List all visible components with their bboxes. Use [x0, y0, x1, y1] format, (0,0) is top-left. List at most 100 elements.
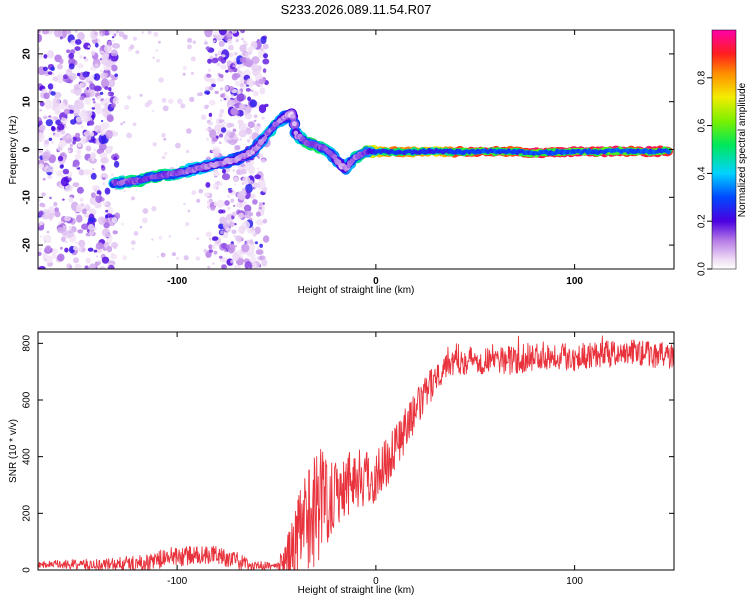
noise-speckle — [237, 119, 244, 125]
noise-speckle — [68, 225, 72, 230]
noise-speckle — [47, 174, 53, 179]
noise-speckle — [227, 206, 231, 211]
noise-speckle — [182, 66, 187, 71]
noise-speckle — [76, 63, 84, 69]
noise-speckle — [228, 44, 234, 51]
noise-speckle — [53, 30, 62, 38]
noise-speckle — [75, 39, 82, 45]
noise-speckle — [82, 71, 90, 78]
noise-speckle — [111, 242, 119, 248]
noise-speckle — [218, 141, 222, 144]
noise-speckle — [111, 64, 118, 72]
noise-speckle — [231, 211, 237, 217]
frequency-ridge — [108, 108, 673, 190]
noise-speckle — [203, 248, 208, 254]
colorbar-tick-label: 0.0 — [697, 262, 708, 276]
noise-speckle — [241, 169, 247, 175]
x-tick-label: 100 — [566, 576, 583, 587]
figure-title: S233.2026.089.11.54.R07 — [281, 2, 432, 17]
noise-speckle — [209, 117, 213, 121]
noise-speckle — [53, 201, 58, 207]
noise-speckle — [213, 31, 219, 36]
noise-speckle — [106, 114, 114, 123]
noise-speckle — [68, 63, 75, 70]
noise-speckle — [220, 93, 225, 98]
noise-speckle — [105, 146, 113, 154]
noise-speckle — [42, 155, 49, 162]
x-tick-label: 100 — [566, 276, 583, 287]
colorbar-tick-label: 0.2 — [697, 214, 708, 228]
noise-speckle — [42, 30, 49, 35]
noise-speckle — [233, 149, 237, 153]
noise-speckle — [113, 160, 120, 168]
noise-speckle — [230, 259, 235, 264]
noise-speckle — [72, 182, 80, 188]
noise-speckle — [46, 106, 50, 110]
noise-speckle — [262, 235, 270, 243]
noise-speckle — [113, 246, 117, 250]
noise-speckle — [185, 221, 190, 227]
noise-speckle — [247, 244, 256, 252]
noise-speckle — [214, 90, 219, 95]
noise-speckle — [112, 39, 115, 42]
noise-speckle — [196, 237, 200, 240]
noise-speckle — [43, 92, 50, 100]
noise-speckle — [183, 255, 189, 261]
noise-speckle — [219, 87, 224, 91]
noise-speckle — [206, 73, 212, 78]
noise-speckle — [38, 247, 42, 251]
colorbar-ticks: 0.0 0.2 0.4 0.6 0.8 — [697, 70, 712, 276]
noise-speckle — [52, 84, 56, 88]
noise-speckle — [252, 199, 258, 205]
noise-speckle — [65, 68, 73, 77]
noise-speckle — [79, 55, 83, 59]
noise-speckle — [62, 198, 65, 201]
noise-speckle — [102, 201, 107, 206]
noise-speckle — [78, 169, 85, 176]
noise-speckle — [108, 79, 115, 88]
noise-speckle — [44, 99, 53, 110]
noise-speckle — [112, 97, 120, 105]
noise-speckle — [92, 185, 100, 191]
noise-speckle — [85, 145, 92, 152]
noise-speckle — [107, 264, 115, 269]
noise-speckle — [47, 83, 54, 90]
noise-speckle — [48, 206, 55, 214]
noise-speckle — [252, 232, 257, 237]
bottom-x-ticks: -100 0 100 — [167, 332, 583, 587]
noise-speckle — [118, 31, 125, 37]
noise-speckle — [234, 183, 236, 186]
noise-speckle — [93, 85, 102, 92]
noise-speckle — [38, 54, 44, 60]
noise-speckle — [230, 107, 238, 116]
noise-speckle — [75, 116, 82, 123]
noise-speckle — [83, 168, 89, 176]
noise-speckle — [208, 237, 212, 241]
noise-speckle — [227, 215, 231, 219]
noise-speckle — [236, 66, 241, 70]
noise-speckle — [213, 201, 218, 207]
noise-speckle — [99, 152, 108, 159]
noise-speckle — [58, 58, 64, 65]
noise-speckle — [103, 53, 107, 57]
noise-speckle — [72, 140, 76, 145]
noise-speckle — [64, 240, 68, 244]
noise-speckle — [61, 164, 64, 168]
noise-speckle — [255, 249, 264, 256]
noise-speckle — [83, 212, 90, 218]
noise-speckle — [94, 63, 99, 68]
noise-speckle — [211, 57, 219, 64]
noise-speckle — [99, 128, 106, 136]
noise-speckle — [41, 192, 46, 197]
noise-speckle — [89, 196, 97, 205]
noise-speckle — [203, 104, 209, 110]
noise-speckle — [156, 58, 160, 63]
noise-speckle — [100, 157, 109, 164]
noise-speckle — [196, 92, 201, 97]
noise-speckle — [115, 30, 120, 34]
noise-speckle — [236, 202, 243, 208]
noise-speckle — [42, 177, 46, 181]
noise-speckle — [236, 89, 242, 95]
noise-speckle — [46, 50, 55, 59]
noise-speckle — [218, 133, 224, 138]
